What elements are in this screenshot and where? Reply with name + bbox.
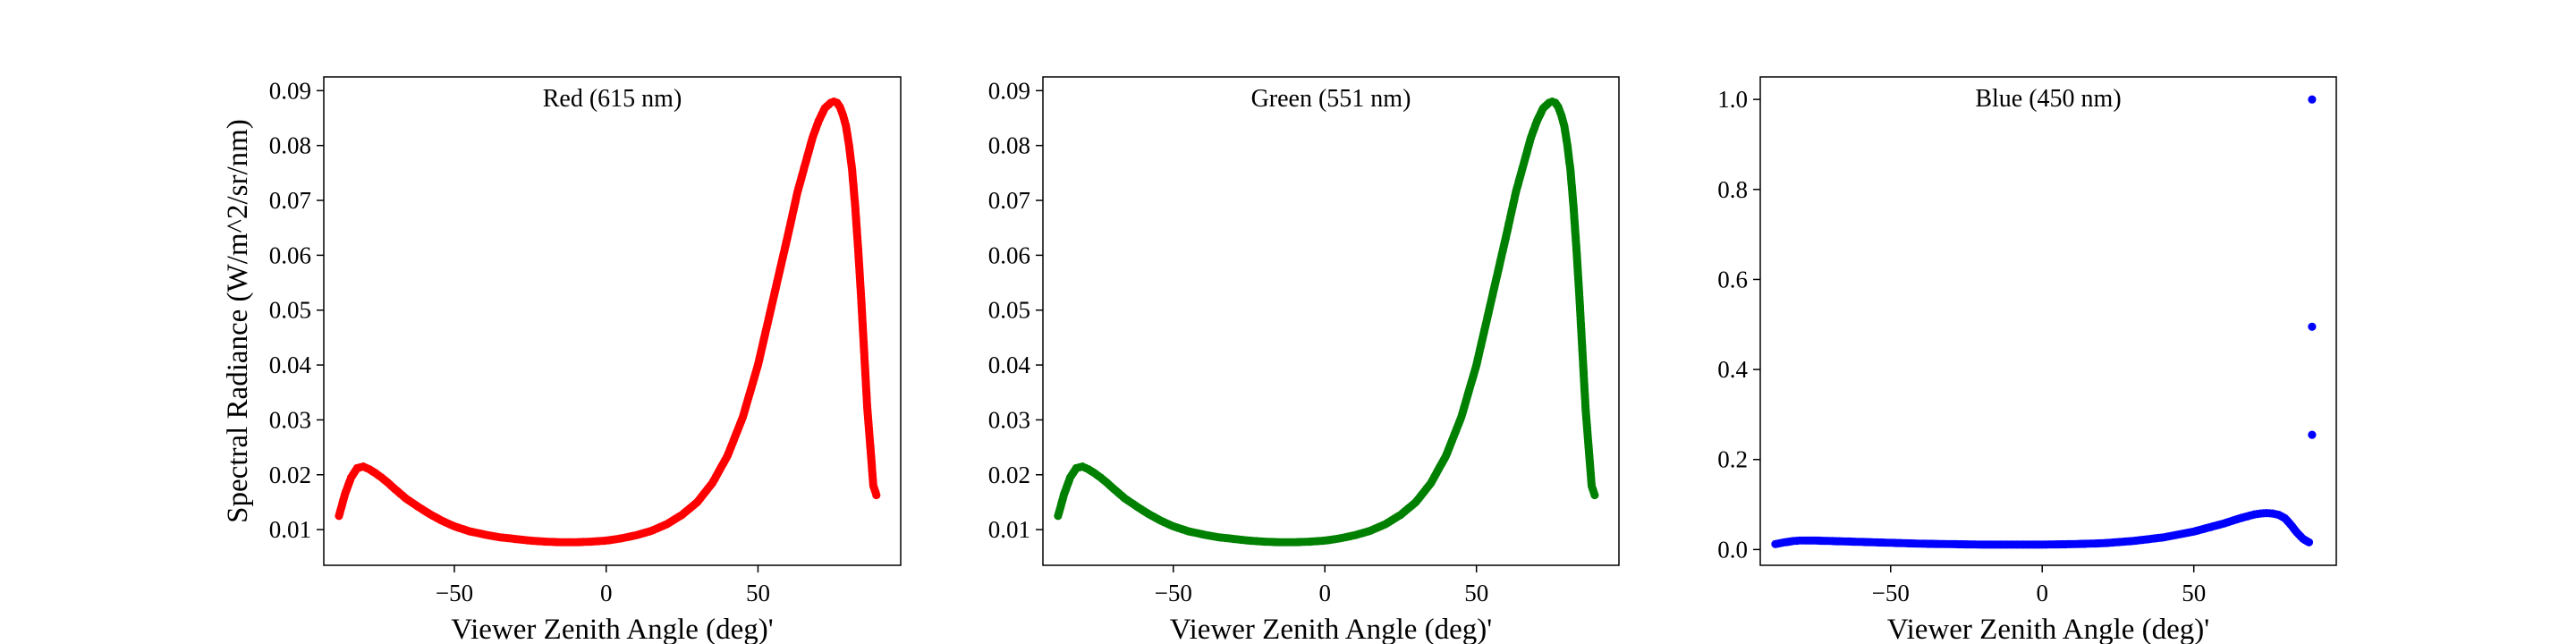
- data-point-trace: [2259, 509, 2268, 518]
- y-tick-label: 0.04: [988, 352, 1031, 378]
- data-point-trace: [1075, 462, 1084, 472]
- x-axis-label: Viewer Zenith Angle (deg)': [1170, 614, 1492, 644]
- x-tick-label: 0: [600, 580, 613, 606]
- data-point-trace: [2265, 509, 2274, 518]
- chart-panel-3: −50 0 50 0.0 0.2 0.4 0.6 0.8 1.0 Blue (450 nm) Vie…: [1717, 76, 2337, 644]
- data-point-trace: [1792, 537, 1801, 546]
- y-tick-label: 0.02: [988, 462, 1030, 488]
- y-tick-label: 0.04: [269, 352, 312, 378]
- data-point: [2308, 95, 2317, 104]
- data-point: [2308, 322, 2317, 331]
- y-tick-label: 0.4: [1717, 356, 1748, 383]
- y-tick-label: 0.2: [1717, 446, 1748, 473]
- y-tick-label: 0.08: [269, 132, 311, 159]
- x-tick-label: 50: [746, 580, 770, 606]
- y-tick-label: 0.05: [269, 297, 311, 324]
- y-tick-label: 0.07: [269, 187, 311, 214]
- x-tick-label: −50: [1155, 580, 1192, 606]
- y-tick-label: 0.02: [269, 462, 311, 488]
- series-points: [335, 97, 881, 547]
- data-point-trace: [1543, 100, 1552, 109]
- data-point-trace: [1589, 488, 1598, 497]
- x-axis-label: Viewer Zenith Angle (deg)': [451, 614, 773, 644]
- chart-panel-1: −50 0 50 0.01 0.02 0.03 0.04 0.05 0.06 0.07 0.08 0.…: [222, 76, 902, 644]
- plot-frame: [323, 76, 902, 566]
- data-point-trace: [2253, 510, 2262, 519]
- chart-title: Green (551 nm): [1251, 85, 1411, 113]
- y-tick-label: 0.03: [269, 406, 311, 433]
- x-tick-label: 50: [1464, 580, 1488, 606]
- chart-title: Red (615 nm): [543, 85, 682, 113]
- y-tick-label: 0.08: [988, 132, 1030, 159]
- x-tick-label: 0: [1318, 580, 1331, 606]
- y-tick-label: 0.05: [988, 297, 1030, 324]
- y-axis-label: Spectral Radiance (W/m^2/sr/nm): [222, 119, 254, 523]
- x-tick-label: 0: [2036, 580, 2048, 606]
- data-point-trace: [2302, 537, 2311, 546]
- y-tick-label: 0.01: [269, 516, 311, 543]
- y-tick-label: 0.8: [1717, 176, 1748, 203]
- y-tick-label: 0.06: [269, 242, 311, 268]
- series-points: [1771, 95, 2317, 549]
- data-point-trace: [825, 100, 834, 109]
- y-tick-label: 0.09: [269, 77, 311, 104]
- series-points: [1054, 97, 1599, 547]
- data-point: [2308, 430, 2317, 439]
- y-tick-label: 0.06: [988, 242, 1030, 268]
- y-tick-label: 1.0: [1717, 86, 1748, 113]
- x-tick-label: 50: [2182, 580, 2206, 606]
- x-axis-label: Viewer Zenith Angle (deg)': [1887, 614, 2209, 644]
- plot-frame: [1759, 76, 2337, 566]
- x-tick-label: −50: [1872, 580, 1910, 606]
- chart-title: Blue (450 nm): [1975, 85, 2121, 113]
- y-tick-label: 0.07: [988, 187, 1030, 214]
- x-tick-label: −50: [436, 580, 473, 606]
- plot-frame: [1042, 76, 1620, 566]
- data-point-trace: [871, 488, 880, 497]
- data-point-trace: [356, 462, 365, 472]
- y-tick-label: 0.01: [988, 516, 1030, 543]
- y-tick-label: 0.0: [1717, 536, 1748, 563]
- chart-panel-2: −50 0 50 0.01 0.02 0.03 0.04 0.05 0.06 0.07 0.08 0.…: [988, 76, 1620, 644]
- y-tick-label: 0.6: [1717, 266, 1748, 292]
- y-tick-label: 0.09: [988, 77, 1030, 104]
- y-tick-label: 0.03: [988, 406, 1030, 433]
